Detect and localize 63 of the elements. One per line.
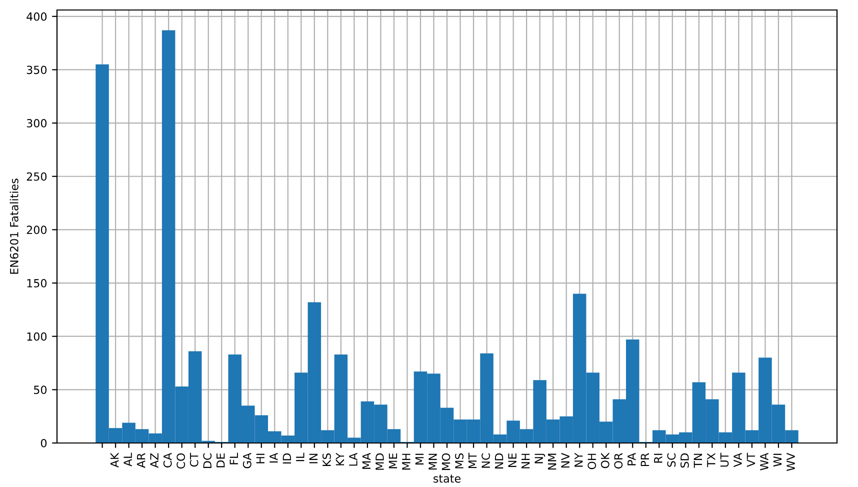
x-tick-label: DC — [203, 453, 212, 468]
x-tick-label: AZ — [150, 453, 158, 468]
x-tick-label: CO — [176, 453, 186, 469]
x-tick-label: KY — [336, 452, 344, 466]
x-tick-label: MH — [402, 454, 410, 470]
y-axis-title: EN6201 Fatalities — [10, 178, 18, 274]
x-tick-label: OK — [600, 452, 610, 468]
x-tick-label: HI — [256, 454, 264, 464]
x-tick-label: AK — [110, 452, 119, 468]
y-tick-label: 100 — [27, 332, 47, 341]
x-tick-label: TN — [694, 454, 702, 468]
x-tick-label: OH — [588, 454, 596, 470]
x-tick-label: NE — [508, 453, 516, 467]
x-tick-label: IA — [270, 452, 278, 463]
y-tick-label: 400 — [26, 12, 47, 21]
x-tick-label: NH — [522, 454, 530, 468]
x-tick-label: WI — [773, 454, 782, 467]
x-tick-label: WA — [760, 452, 768, 470]
x-tick-label: MA — [362, 452, 371, 469]
x-tick-label: NM — [548, 454, 556, 470]
x-tick-label: PR — [640, 453, 649, 466]
x-tick-label: MS — [455, 453, 464, 468]
x-tick-label: FL — [230, 452, 238, 464]
x-tick-label: MI — [415, 454, 424, 464]
x-tick-label: AL — [124, 452, 132, 466]
x-tick-label: IN — [309, 454, 318, 464]
x-tick-label: GA — [242, 452, 252, 468]
x-tick-label: NC — [482, 453, 490, 468]
x-tick-label: AR — [137, 453, 146, 468]
x-tick-label: TX — [707, 453, 716, 468]
y-tick-label: 350 — [26, 66, 47, 74]
x-tick-label: RI — [654, 454, 662, 463]
x-axis-title: state — [434, 474, 460, 483]
x-tick-label: SC — [667, 453, 676, 467]
x-tick-label: CT — [190, 452, 198, 467]
x-tick-label: NY — [574, 452, 583, 467]
x-tick-label: KS — [322, 453, 331, 466]
x-tick-label: IL — [296, 452, 304, 462]
x-tick-label: ND — [495, 453, 504, 468]
x-tick-label: DE — [216, 453, 225, 468]
y-tick-label: 200 — [26, 226, 47, 234]
x-tick-label: PA — [628, 452, 636, 466]
x-tick-label: MO — [442, 453, 450, 470]
y-tick-label: 50 — [34, 386, 47, 394]
x-tick-label: CA — [163, 452, 172, 468]
x-tick-label: NV — [561, 452, 570, 468]
x-tick-label: UT — [720, 452, 729, 467]
x-tick-label: MT — [468, 452, 477, 468]
y-tick-label: 300 — [26, 119, 47, 128]
x-tick-label: OR — [614, 453, 623, 469]
x-tick-label: ID — [282, 453, 291, 464]
x-tick-label: SD — [680, 453, 689, 468]
y-tick-label: 0 — [40, 438, 47, 448]
x-tick-label: LA — [349, 452, 358, 466]
y-tick-label: 250 — [26, 172, 47, 181]
x-tick-label: ME — [388, 453, 398, 468]
x-tick-label: VA — [734, 452, 742, 468]
x-tick-label: WV — [786, 452, 795, 471]
x-tick-label: MN — [428, 454, 437, 470]
x-tick-label: VT — [746, 452, 756, 468]
y-tick-label: 150 — [27, 279, 47, 288]
x-tick-label: MD — [376, 453, 384, 470]
x-tick-label: NJ — [534, 454, 546, 464]
